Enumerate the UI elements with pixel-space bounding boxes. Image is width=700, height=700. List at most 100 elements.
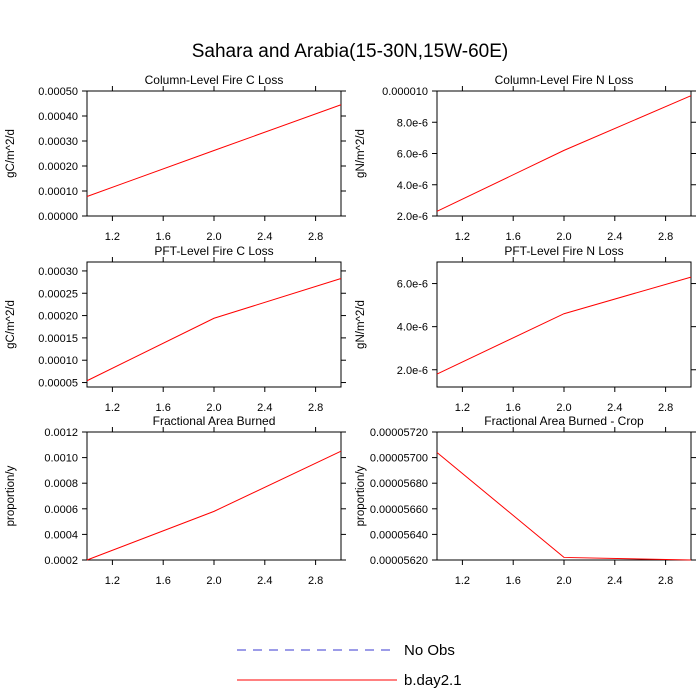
chart5-panel: Fractional Area Burned proportion/y 1.2 1.6… bbox=[5, 414, 346, 587]
chart5-series-b-day2-1 bbox=[86, 450, 342, 561]
chart2-panel: Column-Level Fire N Loss gN/m^2/d 1.2 1.6 2.… bbox=[355, 73, 696, 243]
chart4-y-tick-label: 2.0e-6 bbox=[397, 365, 428, 377]
chart4-panel: PFT-Level Fire N Loss gN/m^2/d 1.2 1.6 2.0 2.… bbox=[355, 244, 696, 414]
legend-label-b-day2-1: b.day2.1 bbox=[404, 672, 462, 689]
chart3-y-axis-label: gC/m^2/d bbox=[5, 300, 17, 349]
chart4-x-tick-label: 1.2 bbox=[455, 402, 470, 414]
chart2-point bbox=[691, 95, 692, 96]
chart1-y-tick-label: 0.00020 bbox=[38, 161, 78, 173]
chart5-x-tick-label: 2.4 bbox=[257, 575, 272, 587]
chart6-y-tick-label: 0.00005660 bbox=[370, 504, 428, 516]
chart4-plot-frame bbox=[436, 261, 692, 388]
chart5-plot-frame bbox=[86, 431, 342, 561]
chart1-y-tick-label: 0.00040 bbox=[38, 111, 78, 123]
chart1-y-tick-label: 0.00000 bbox=[38, 211, 78, 223]
chart5-point bbox=[341, 451, 342, 452]
chart3-panel: PFT-Level Fire C Loss gC/m^2/d 1.2 1.6 2.0 2.… bbox=[5, 244, 346, 414]
chart2-x-tick-label: 2.4 bbox=[607, 231, 622, 243]
chart6-y-tick-label: 0.00005640 bbox=[370, 529, 428, 541]
chart4-y-tick-label: 4.0e-6 bbox=[397, 322, 428, 334]
chart5-y-tick-label: 0.0012 bbox=[44, 427, 78, 439]
chart5-x-tick-label: 2.0 bbox=[206, 575, 221, 587]
chart3-x-tick-label: 1.6 bbox=[156, 402, 171, 414]
chart3-y-tick-label: 0.00010 bbox=[38, 355, 78, 367]
chart4-x-tick-label: 2.4 bbox=[607, 402, 622, 414]
chart2-point bbox=[564, 150, 565, 151]
chart5-x-tick-label: 2.8 bbox=[308, 575, 323, 587]
chart3-title: PFT-Level Fire C Loss bbox=[154, 244, 273, 258]
chart1-x-tick-label: 1.6 bbox=[156, 231, 171, 243]
chart5-point bbox=[214, 511, 215, 512]
chart3-point bbox=[87, 380, 88, 381]
chart2-series-b-day2-1 bbox=[436, 95, 692, 212]
panels: Column-Level Fire C Loss gC/m^2/d 1.2 1.6 2.… bbox=[5, 73, 696, 587]
chart3-point bbox=[214, 318, 215, 319]
chart6-y-tick-label: 0.00005720 bbox=[370, 427, 428, 439]
chart6-x-tick-label: 2.8 bbox=[658, 575, 673, 587]
chart1-series-b-day2-1 bbox=[86, 104, 342, 197]
chart6-y-tick-label: 0.00005680 bbox=[370, 478, 428, 490]
legend-label-no-obs: No Obs bbox=[404, 642, 455, 659]
figure-title: Sahara and Arabia(15-30N,15W-60E) bbox=[192, 41, 509, 62]
chart5-y-tick-label: 0.0004 bbox=[44, 529, 78, 541]
chart3-series-b-day2-1 bbox=[86, 278, 342, 382]
chart6-x-tick-label: 1.6 bbox=[506, 575, 521, 587]
chart3-x-tick-label: 2.0 bbox=[206, 402, 221, 414]
chart6-point bbox=[564, 557, 565, 558]
chart2-y-axis-label: gN/m^2/d bbox=[355, 129, 367, 178]
chart2-x-tick-label: 1.6 bbox=[506, 231, 521, 243]
legend: No Obs b.day2.1 bbox=[237, 642, 462, 689]
chart3-plot-frame bbox=[86, 261, 342, 388]
chart1-panel: Column-Level Fire C Loss gC/m^2/d 1.2 1.6 2.… bbox=[5, 73, 346, 243]
chart4-y-axis-label: gN/m^2/d bbox=[355, 300, 367, 349]
chart3-y-tick-label: 0.00015 bbox=[38, 333, 78, 345]
chart6-y-tick-label: 0.00005620 bbox=[370, 555, 428, 567]
chart6-x-tick-label: 2.0 bbox=[556, 575, 571, 587]
chart6-point bbox=[437, 452, 438, 453]
chart2-x-tick-label: 1.2 bbox=[455, 231, 470, 243]
chart6-x-tick-label: 1.2 bbox=[455, 575, 470, 587]
chart3-x-tick-label: 2.8 bbox=[308, 402, 323, 414]
chart1-title: Column-Level Fire C Loss bbox=[145, 73, 284, 87]
chart3-y-tick-label: 0.00030 bbox=[38, 266, 78, 278]
chart3-x-tick-label: 1.2 bbox=[105, 402, 120, 414]
chart6-series-b-day2-1 bbox=[436, 452, 692, 561]
chart3-y-tick-label: 0.00025 bbox=[38, 288, 78, 300]
chart4-point bbox=[437, 374, 438, 375]
chart1-point bbox=[87, 196, 88, 197]
chart5-point bbox=[87, 560, 88, 561]
chart1-x-tick-label: 1.2 bbox=[105, 231, 120, 243]
chart5-x-tick-label: 1.6 bbox=[156, 575, 171, 587]
chart1-x-tick-label: 2.8 bbox=[308, 231, 323, 243]
chart3-y-tick-label: 0.00005 bbox=[38, 378, 78, 390]
chart5-y-axis-label: proportion/y bbox=[5, 465, 17, 526]
chart1-y-tick-label: 0.00050 bbox=[38, 86, 78, 98]
chart5-title: Fractional Area Burned bbox=[153, 414, 276, 428]
chart5-y-tick-label: 0.0006 bbox=[44, 504, 78, 516]
chart6-x-tick-label: 2.4 bbox=[607, 575, 622, 587]
chart6-point bbox=[691, 560, 692, 561]
chart2-y-tick-label: 2.0e-6 bbox=[397, 211, 428, 223]
chart1-x-tick-label: 2.0 bbox=[206, 231, 221, 243]
chart1-x-tick-label: 2.4 bbox=[257, 231, 272, 243]
chart4-series-b-day2-1 bbox=[436, 276, 692, 375]
chart4-x-tick-label: 2.0 bbox=[556, 402, 571, 414]
chart6-panel: Fractional Area Burned - Crop proportion/… bbox=[355, 414, 696, 587]
chart4-y-tick-label: 6.0e-6 bbox=[397, 279, 428, 291]
chart2-y-tick-label: 6.0e-6 bbox=[397, 149, 428, 161]
chart6-plot-frame bbox=[436, 431, 692, 561]
chart2-plot-frame bbox=[436, 90, 692, 217]
chart4-point bbox=[691, 277, 692, 278]
chart5-y-tick-label: 0.0008 bbox=[44, 478, 78, 490]
chart4-x-tick-label: 2.8 bbox=[658, 402, 673, 414]
chart2-y-tick-label: 8.0e-6 bbox=[397, 117, 428, 129]
chart6-y-axis-label: proportion/y bbox=[355, 465, 367, 526]
chart3-x-tick-label: 2.4 bbox=[257, 402, 272, 414]
chart5-x-tick-label: 1.2 bbox=[105, 575, 120, 587]
chart5-y-tick-label: 0.0002 bbox=[44, 555, 78, 567]
chart1-y-tick-label: 0.00010 bbox=[38, 186, 78, 198]
chart4-point bbox=[564, 313, 565, 314]
chart2-y-tick-label: 0.000010 bbox=[382, 86, 428, 98]
chart6-y-tick-label: 0.00005700 bbox=[370, 453, 428, 465]
